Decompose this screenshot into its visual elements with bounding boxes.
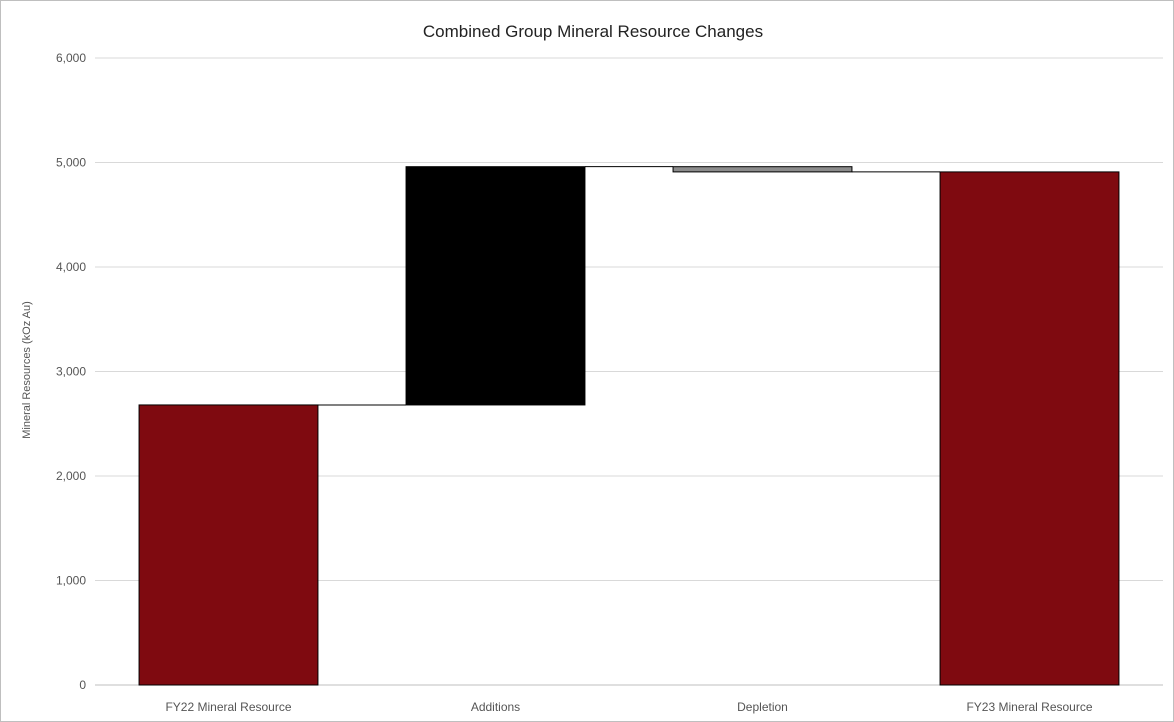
y-tick-label: 6,000 — [56, 51, 86, 65]
x-category-label: Depletion — [737, 700, 788, 714]
bars — [138, 166, 1120, 686]
y-tick-label: 4,000 — [56, 260, 86, 274]
x-category-label: FY23 Mineral Resource — [966, 700, 1092, 714]
y-tick-label: 2,000 — [56, 469, 86, 483]
bar-total — [939, 171, 1120, 686]
y-tick-label: 3,000 — [56, 365, 86, 379]
bar-increase — [405, 166, 586, 406]
bar-decrease — [672, 166, 853, 173]
y-axis-ticks: 0 1,000 2,000 3,000 4,000 5,000 6,000 — [56, 51, 86, 692]
x-category-label: FY22 Mineral Resource — [165, 700, 291, 714]
bar-total — [138, 404, 319, 686]
y-tick-label: 5,000 — [56, 156, 86, 170]
x-category-label: Additions — [471, 700, 520, 714]
x-axis-categories: FY22 Mineral Resource Additions Depletion F… — [165, 700, 1092, 714]
y-tick-label: 1,000 — [56, 574, 86, 588]
connector-lines — [317, 166, 941, 406]
y-tick-label: 0 — [79, 678, 86, 692]
y-axis-label: Mineral Resources (kOz Au) — [21, 301, 33, 439]
chart-title: Combined Group Mineral Resource Changes — [423, 22, 763, 41]
